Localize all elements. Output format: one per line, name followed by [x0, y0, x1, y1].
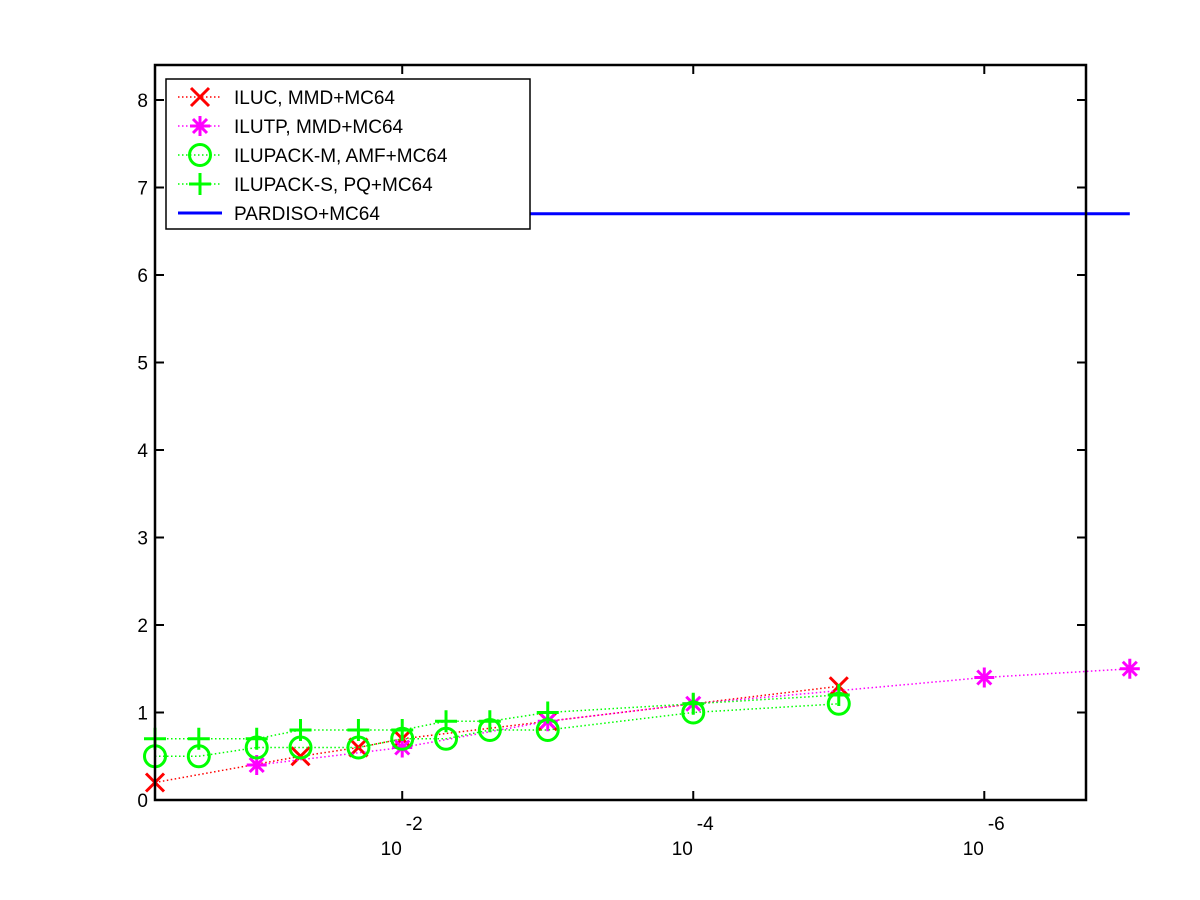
legend-label-1: ILUTP, MMD+MC64: [234, 117, 404, 138]
y-tick-label: 7: [137, 179, 148, 200]
legend-entry-3: ILUPACK-S, PQ+MC64: [178, 173, 433, 196]
legend-marker-0: [189, 86, 211, 108]
legend-entry-4: PARDISO+MC64: [178, 204, 380, 225]
y-tick-label: 0: [137, 791, 148, 812]
x-tick-label-base: 10: [963, 839, 984, 860]
series-line-0: [154, 685, 839, 784]
legend-box: [165, 78, 531, 230]
data-point-3-8: [536, 701, 559, 724]
y-tick-label: 2: [137, 616, 148, 637]
legend-marker-1: [190, 116, 210, 136]
data-point-0-1: [290, 746, 311, 767]
data-point-3-3: [289, 719, 312, 741]
data-point-3-6: [435, 710, 458, 733]
y-tick-label: 4: [137, 441, 148, 462]
y-tick-label: 3: [137, 529, 148, 550]
data-layer: [143, 212, 1140, 793]
legend-entry-1: ILUTP, MMD+MC64: [178, 116, 404, 138]
data-point-3-5: [391, 719, 414, 741]
legend: ILUC, MMD+MC64 ILUTP, MMD+MC64 ILUPACK-M, …: [165, 78, 531, 230]
data-point-3-7: [478, 710, 501, 733]
x-tick-label-exponent: -6: [988, 814, 1005, 835]
series-3: [144, 684, 850, 750]
y-tick-label: 1: [137, 704, 148, 725]
legend-entry-0: ILUC, MMD+MC64: [178, 86, 395, 109]
y-tick-label: 5: [137, 354, 148, 375]
data-point-3-9: [682, 692, 705, 715]
legend-marker-3: [189, 173, 211, 195]
legend-label-4: PARDISO+MC64: [234, 204, 380, 225]
data-point-3-4: [347, 719, 370, 741]
x-tick-label-exponent: -2: [406, 814, 423, 835]
x-tick-label-base: 10: [672, 839, 693, 860]
legend-label-2: ILUPACK-M, AMF+MC64: [234, 146, 448, 167]
data-point-1-5: [1119, 658, 1140, 679]
y-tick-label: 6: [137, 266, 148, 287]
data-point-1-1: [392, 737, 413, 758]
data-point-3-1: [187, 727, 210, 750]
legend-label-3: ILUPACK-S, PQ+MC64: [234, 175, 433, 196]
data-point-3-2: [245, 727, 268, 750]
legend-label-0: ILUC, MMD+MC64: [234, 88, 395, 109]
legend-entry-2: ILUPACK-M, AMF+MC64: [178, 143, 448, 167]
plot-frame: [153, 63, 1088, 802]
x-tick-label-base: 10: [381, 839, 402, 860]
data-point-1-4: [974, 667, 995, 688]
y-tick-label: 8: [137, 91, 148, 112]
legend-marker-2: [188, 143, 212, 167]
data-point-3-10: [827, 684, 850, 706]
data-point-1-0: [246, 755, 267, 775]
x-tick-label-exponent: -4: [697, 814, 714, 835]
